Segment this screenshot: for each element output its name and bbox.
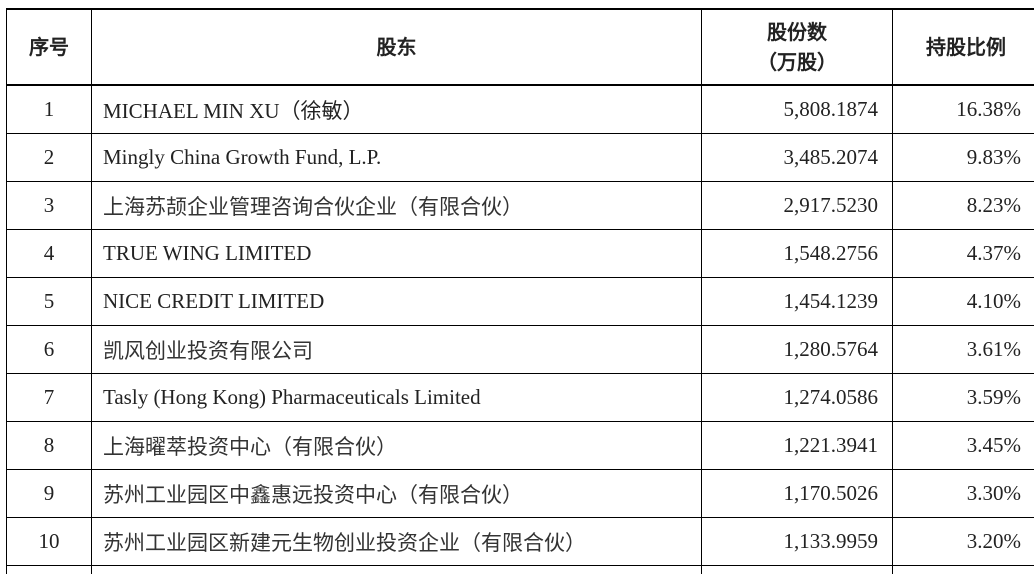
row-shares: 1,274.0586 [701,373,893,422]
table-row: 3 上海苏颉企业管理咨询合伙企业（有限合伙） 2,917.5230 8.23% [6,181,1034,230]
header-shares-line1: 股份数 [767,20,827,44]
row-shareholder-name: Mingly China Growth Fund, L.P. [91,133,702,182]
row-index: 6 [6,325,92,374]
row-ratio: 3.45% [892,421,1034,470]
row-ratio: 3.20% [892,517,1034,566]
row-shareholder-name: MICHAEL MIN XU（徐敏） [91,84,702,134]
row-index: 9 [6,469,92,518]
row-shares: 1,454.1239 [701,277,893,326]
header-shareholder: 股东 [91,8,702,86]
row-shares: 1,221.3941 [701,421,893,470]
header-index: 序号 [6,8,92,86]
header-shares-line2: （万股） [757,50,837,74]
row-ratio: 3.61% [892,325,1034,374]
table-row: 2 Mingly China Growth Fund, L.P. 3,485.207… [6,133,1034,182]
row-index: 7 [6,373,92,422]
row-ratio: 3.59% [892,373,1034,422]
row-index: 10 [6,517,92,566]
row-shareholder-name: NICE CREDIT LIMITED [91,277,702,326]
table-body: 1 MICHAEL MIN XU（徐敏） 5,808.1874 16.38% 2 Ming… [6,84,1034,574]
row-index: 4 [6,229,92,278]
row-shares: 1,548.2756 [701,229,893,278]
row-index: 5 [6,277,92,326]
row-shares: 1,133.9959 [701,517,893,566]
row-shares: 3,485.2074 [701,133,893,182]
header-shares: 股份数 （万股） [701,8,893,86]
table-row: 8 上海曜萃投资中心（有限合伙） 1,221.3941 3.45% [6,421,1034,470]
row-shareholder-name: TRUE WING LIMITED [91,229,702,278]
row-index: 2 [6,133,92,182]
row-shareholder-name: 上海苏颉企业管理咨询合伙企业（有限合伙） [91,181,702,230]
row-shareholder-name: 上海曜萃投资中心（有限合伙） [91,421,702,470]
table-header: 序号 股东 股份数 （万股） 持股比例 [6,8,1034,86]
row-shareholder-name: 凯风创业投资有限公司 [91,325,702,374]
shareholder-table: 序号 股东 股份数 （万股） 持股比例 1 MICHAEL MIN XU（徐敏） 5… [6,8,1034,574]
row-shares: 2,917.5230 [701,181,893,230]
table-row-partial [6,565,1034,574]
table-row: 9 苏州工业园区中鑫惠远投资中心（有限合伙） 1,170.5026 3.30% [6,469,1034,518]
row-shares: 1,280.5764 [701,325,893,374]
table-row: 7 Tasly (Hong Kong) Pharmaceuticals Limit… [6,373,1034,422]
row-ratio: 16.38% [892,84,1034,134]
table-row: 5 NICE CREDIT LIMITED 1,454.1239 4.10% [6,277,1034,326]
header-row: 序号 股东 股份数 （万股） 持股比例 [6,8,1034,86]
header-ratio: 持股比例 [892,8,1034,86]
table-row: 6 凯风创业投资有限公司 1,280.5764 3.61% [6,325,1034,374]
row-ratio: 4.10% [892,277,1034,326]
row-index: 1 [6,84,92,134]
row-ratio: 3.30% [892,469,1034,518]
row-ratio: 8.23% [892,181,1034,230]
row-shares: 1,170.5026 [701,469,893,518]
row-shareholder-name: 苏州工业园区中鑫惠远投资中心（有限合伙） [91,469,702,518]
row-ratio: 9.83% [892,133,1034,182]
row-index: 8 [6,421,92,470]
table-row: 10 苏州工业园区新建元生物创业投资企业（有限合伙） 1,133.9959 3.20% [6,517,1034,566]
row-shareholder-name: 苏州工业园区新建元生物创业投资企业（有限合伙） [91,517,702,566]
table-row: 1 MICHAEL MIN XU（徐敏） 5,808.1874 16.38% [6,84,1034,134]
row-ratio: 4.37% [892,229,1034,278]
row-index: 3 [6,181,92,230]
table-row: 4 TRUE WING LIMITED 1,548.2756 4.37% [6,229,1034,278]
row-shareholder-name: Tasly (Hong Kong) Pharmaceuticals Limite… [91,373,702,422]
row-shares: 5,808.1874 [701,84,893,134]
